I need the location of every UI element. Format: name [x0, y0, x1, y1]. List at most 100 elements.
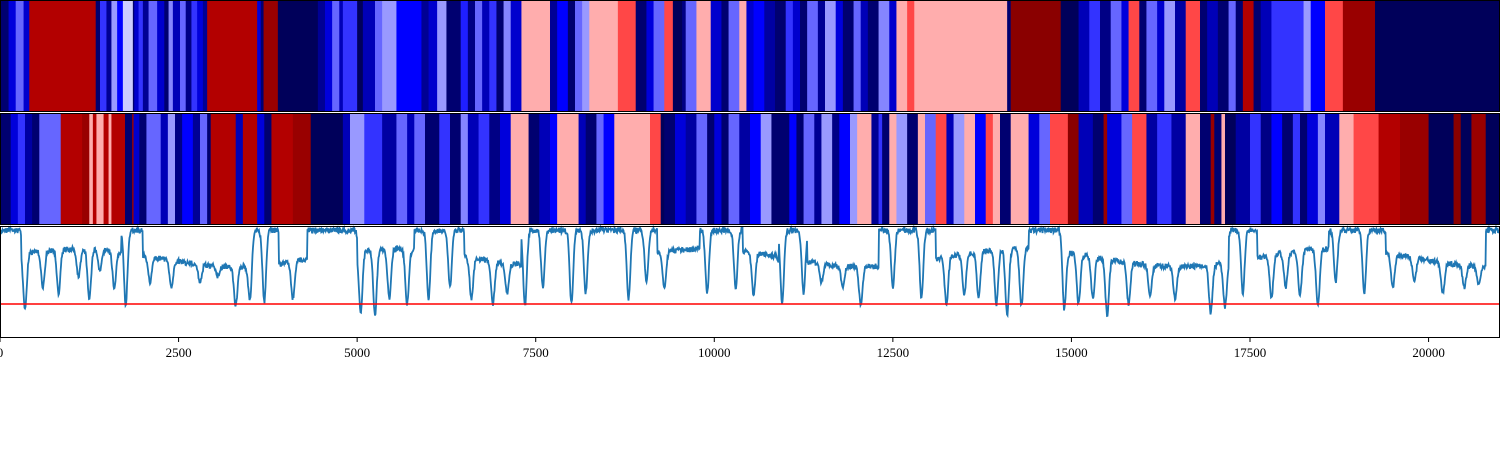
strip-1-segment — [8, 1, 17, 111]
strip-1-segment — [142, 1, 149, 111]
strip-1-segment — [510, 1, 522, 111]
strip-2-segment — [167, 114, 176, 224]
strip-1-segment — [396, 1, 422, 111]
strip-1-segment — [807, 1, 819, 111]
strip-1-segment — [835, 1, 844, 111]
strip-2-segment — [1317, 114, 1326, 224]
strip-1-segment — [317, 1, 326, 111]
strip-2-segment — [396, 114, 408, 224]
strip-2-segment — [1235, 114, 1251, 224]
strip-1-segment — [148, 1, 158, 111]
strip-1-segment — [710, 1, 722, 111]
strip-1-segment — [617, 1, 637, 111]
strip-1-segment — [191, 1, 198, 111]
strip-1-segment — [207, 1, 258, 111]
strip-2-segment — [1250, 114, 1262, 224]
strip-2-segment — [1471, 114, 1487, 224]
strip-2-segment — [839, 114, 851, 224]
strip-1-segment — [728, 1, 740, 111]
strip-2-segment — [1171, 114, 1187, 224]
strip-2-segment — [614, 114, 651, 224]
strip-1-segment — [496, 1, 504, 111]
strip-1-segment — [889, 1, 897, 111]
strip-2-segment — [1103, 114, 1108, 224]
strip-2-segment — [1067, 114, 1079, 224]
strip-2-segment — [450, 114, 462, 224]
strip-1-segment — [277, 1, 319, 111]
strip-2-segment — [235, 114, 244, 224]
strip-1-segment — [482, 1, 490, 111]
strip-1-segment — [682, 1, 687, 111]
strip-2-segment — [292, 114, 312, 224]
strip-2-segment — [1353, 114, 1379, 224]
strip-2-segment — [0, 114, 12, 224]
strip-1-segment — [185, 1, 192, 111]
strip-2-segment — [907, 114, 919, 224]
strip-2-segment — [714, 114, 722, 224]
signal-line-plot — [0, 224, 1500, 319]
heatmap-strip-1 — [0, 1, 1500, 111]
strip-2-segment — [1200, 114, 1212, 224]
strip-1-segment — [257, 1, 262, 111]
strip-1-segment — [764, 1, 776, 111]
strip-2-segment — [871, 114, 879, 224]
strip-1-segment — [460, 1, 469, 111]
strip-2-segment — [578, 114, 587, 224]
strip-1-segment — [122, 1, 134, 111]
strip-1-segment — [664, 1, 674, 111]
strip-1-segment — [746, 1, 754, 111]
strip-2-segment — [210, 114, 237, 224]
strip-1-segment — [362, 1, 376, 111]
strip-2-segment — [242, 114, 258, 224]
strip-2-segment — [850, 114, 858, 224]
strip-1-segment — [138, 1, 144, 111]
strip-2-segment — [992, 114, 1001, 224]
strip-1-segment — [1185, 1, 1201, 111]
strip-2-segment — [603, 114, 615, 224]
strip-2-segment — [89, 114, 94, 224]
strip-1-segment — [164, 1, 169, 111]
strip-2-segment — [1039, 114, 1051, 224]
x-tick-label: 7500 — [523, 345, 549, 360]
strip-1-segment — [382, 1, 397, 111]
strip-2-segment — [660, 114, 665, 224]
strip-2-segment — [1400, 114, 1429, 224]
x-tick-label: 10000 — [698, 345, 731, 360]
strip-2-segment — [750, 114, 762, 224]
strip-2-segment — [1157, 114, 1172, 224]
strip-2-segment — [821, 114, 833, 224]
strip-2-segment — [1300, 114, 1308, 224]
heatmap-strip-2 — [0, 114, 1500, 224]
strip-2-segment — [1453, 114, 1462, 224]
strip-2-segment — [460, 114, 469, 224]
strip-1-segment — [1310, 1, 1326, 111]
strip-2-segment — [414, 114, 426, 224]
strip-1-segment — [1089, 1, 1101, 111]
strip-2-segment — [650, 114, 662, 224]
strip-2-segment — [39, 114, 62, 224]
strip-2-segment — [739, 114, 751, 224]
strip-1-segment — [1164, 1, 1176, 111]
strip-1-segment — [582, 1, 590, 111]
strip-1-segment — [172, 1, 181, 111]
strip-1-segment — [696, 1, 712, 111]
strip-1-segment — [567, 1, 576, 111]
strip-2-segment — [760, 114, 772, 224]
strip-1-segment — [95, 1, 101, 111]
strip-2-segment — [1307, 114, 1319, 224]
strip-1-segment — [878, 1, 890, 111]
strip-2-segment — [92, 114, 97, 224]
strip-1-segment — [117, 1, 124, 111]
strip-2-segment — [1271, 114, 1283, 224]
strip-2-segment — [796, 114, 804, 224]
strip-2-segment — [1092, 114, 1104, 224]
strip-2-segment — [1225, 114, 1237, 224]
strip-2-segment — [1185, 114, 1201, 224]
strip-2-segment — [832, 114, 840, 224]
strip-2-segment — [985, 114, 994, 224]
strip-1-segment — [134, 1, 139, 111]
strip-2-segment — [1078, 114, 1094, 224]
strip-1-segment — [1010, 1, 1062, 111]
strip-2-segment — [1292, 114, 1301, 224]
strip-2-segment — [1107, 114, 1122, 224]
